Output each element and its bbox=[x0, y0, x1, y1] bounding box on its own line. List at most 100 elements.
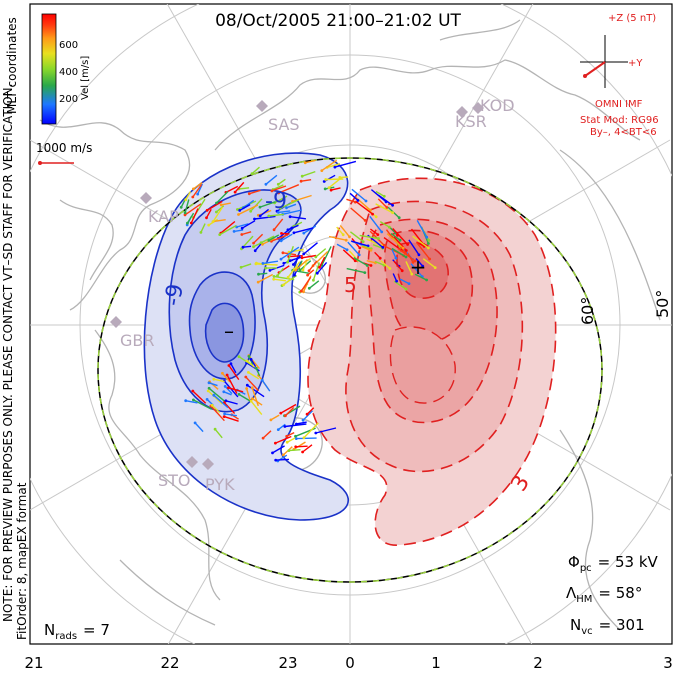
velocity-vector-origin bbox=[258, 214, 262, 218]
velocity-vector bbox=[205, 208, 212, 219]
velocity-vector bbox=[221, 372, 231, 383]
velocity-vector bbox=[415, 241, 431, 260]
velocity-vector bbox=[315, 427, 337, 434]
velocity-vector bbox=[287, 261, 301, 278]
velocity-vector bbox=[228, 365, 240, 381]
velocity-vector-origin bbox=[205, 208, 209, 212]
velocity-vector-origin bbox=[283, 425, 287, 428]
velocity-vector-origin bbox=[382, 243, 386, 247]
velocity-vector-origin bbox=[271, 451, 274, 455]
velocity-vector-origin bbox=[327, 186, 331, 190]
lat-label-60: 60° bbox=[578, 297, 597, 325]
velocity-vector-origin bbox=[302, 252, 306, 256]
velocity-vector-origin bbox=[223, 412, 227, 416]
velocity-vector-origin bbox=[237, 393, 241, 396]
velocity-vector-origin bbox=[264, 182, 268, 186]
velocity-vector bbox=[277, 178, 286, 185]
velocity-vector-origin bbox=[192, 187, 195, 191]
velocity-vector bbox=[385, 229, 393, 238]
velocity-vector-origin bbox=[384, 200, 388, 204]
hm-latitude: ΛHM = 58° bbox=[566, 584, 642, 605]
velocity-vector-origin bbox=[348, 235, 351, 239]
imf-condition: By–, 4<BT<6 bbox=[590, 127, 657, 138]
velocity-vector-origin bbox=[259, 241, 263, 245]
velocity-vector bbox=[224, 385, 233, 395]
velocity-vector bbox=[254, 215, 276, 220]
velocity-vector bbox=[305, 159, 316, 164]
velocity-vector-origin bbox=[369, 248, 373, 252]
velocity-vector bbox=[245, 376, 260, 392]
velocity-vector bbox=[414, 273, 427, 281]
velocity-vector-origin bbox=[272, 277, 276, 281]
station-marker-kod bbox=[472, 102, 484, 114]
velocity-vector bbox=[277, 224, 295, 239]
velocity-vector bbox=[397, 247, 416, 262]
velocity-vector bbox=[248, 355, 260, 370]
velocity-vector bbox=[301, 254, 317, 259]
velocity-vector-origin bbox=[252, 245, 255, 249]
velocity-vector-origin bbox=[302, 290, 305, 294]
velocity-vector-origin bbox=[324, 178, 328, 181]
velocity-vector bbox=[246, 360, 256, 368]
velocity-vector-origin bbox=[223, 385, 227, 388]
velocity-vector-origin bbox=[282, 453, 285, 457]
velocity-vector bbox=[293, 227, 314, 234]
velocity-vector-origin bbox=[404, 249, 408, 252]
velocity-vector-origin bbox=[193, 421, 197, 425]
velocity-vector bbox=[265, 174, 278, 185]
velocity-vector bbox=[386, 233, 404, 249]
colorbar-label: Vel [m/s] bbox=[80, 56, 91, 100]
velocity-vector-origin bbox=[333, 165, 337, 169]
velocity-vector bbox=[393, 280, 407, 290]
velocity-vector-origin bbox=[305, 412, 309, 416]
mlt-tick-22: 22 bbox=[160, 654, 179, 672]
velocity-vector bbox=[407, 252, 414, 263]
potential-max-marker: + bbox=[410, 255, 427, 279]
velocity-vector bbox=[249, 189, 261, 195]
velocity-vector bbox=[206, 200, 223, 211]
velocity-vector-origin bbox=[240, 226, 244, 230]
velocity-vector-origin bbox=[239, 265, 243, 269]
velocity-vector-origin bbox=[299, 179, 303, 183]
velocity-vector-origin bbox=[186, 221, 189, 225]
velocity-vector-origin bbox=[279, 239, 283, 243]
imf-source: OMNI IMF bbox=[595, 99, 643, 110]
velocity-vector bbox=[269, 264, 285, 272]
velocity-vector bbox=[286, 203, 297, 209]
velocity-vector-origin bbox=[267, 214, 271, 218]
velocity-vector-origin bbox=[251, 397, 254, 401]
velocity-vector-origin bbox=[388, 225, 391, 229]
station-marker-pyk bbox=[202, 458, 214, 470]
contour-label-pos1: 5 bbox=[344, 273, 357, 297]
fit-order-note: FitOrder: 8, mapEX format bbox=[15, 482, 29, 640]
station-marker-kap bbox=[140, 192, 152, 204]
velocity-vector-origin bbox=[213, 427, 217, 431]
velocity-vector bbox=[276, 267, 284, 277]
mlt-tick-23: 23 bbox=[278, 654, 297, 672]
velocity-vector bbox=[286, 246, 294, 263]
velocity-vector bbox=[290, 216, 306, 220]
velocity-vector-origin bbox=[222, 390, 226, 394]
velocity-vector bbox=[223, 415, 239, 422]
velocity-vector-origin bbox=[363, 271, 367, 274]
velocity-vector bbox=[370, 189, 387, 203]
velocity-vector-origin bbox=[286, 275, 290, 279]
velocity-vector-origin bbox=[292, 231, 296, 235]
velocity-vector bbox=[221, 202, 231, 206]
velocity-vector bbox=[211, 404, 221, 414]
velocity-vector bbox=[336, 226, 344, 236]
velocity-vector-origin bbox=[207, 386, 211, 390]
velocity-vector-origin bbox=[391, 203, 394, 207]
velocity-vector-origin bbox=[282, 261, 286, 265]
velocity-vector-origin bbox=[318, 265, 321, 269]
velocity-vector bbox=[250, 359, 257, 368]
velocity-vector bbox=[224, 413, 238, 417]
velocity-vector bbox=[366, 260, 376, 264]
velocity-vector-origin bbox=[388, 267, 392, 270]
lat-label-50: 50° bbox=[653, 290, 672, 318]
velocity-vector-origin bbox=[356, 199, 360, 202]
velocity-vector-origin bbox=[210, 403, 214, 407]
velocity-vector bbox=[274, 195, 288, 204]
velocity-vector bbox=[280, 233, 293, 242]
velocity-vector-origin bbox=[413, 259, 417, 263]
